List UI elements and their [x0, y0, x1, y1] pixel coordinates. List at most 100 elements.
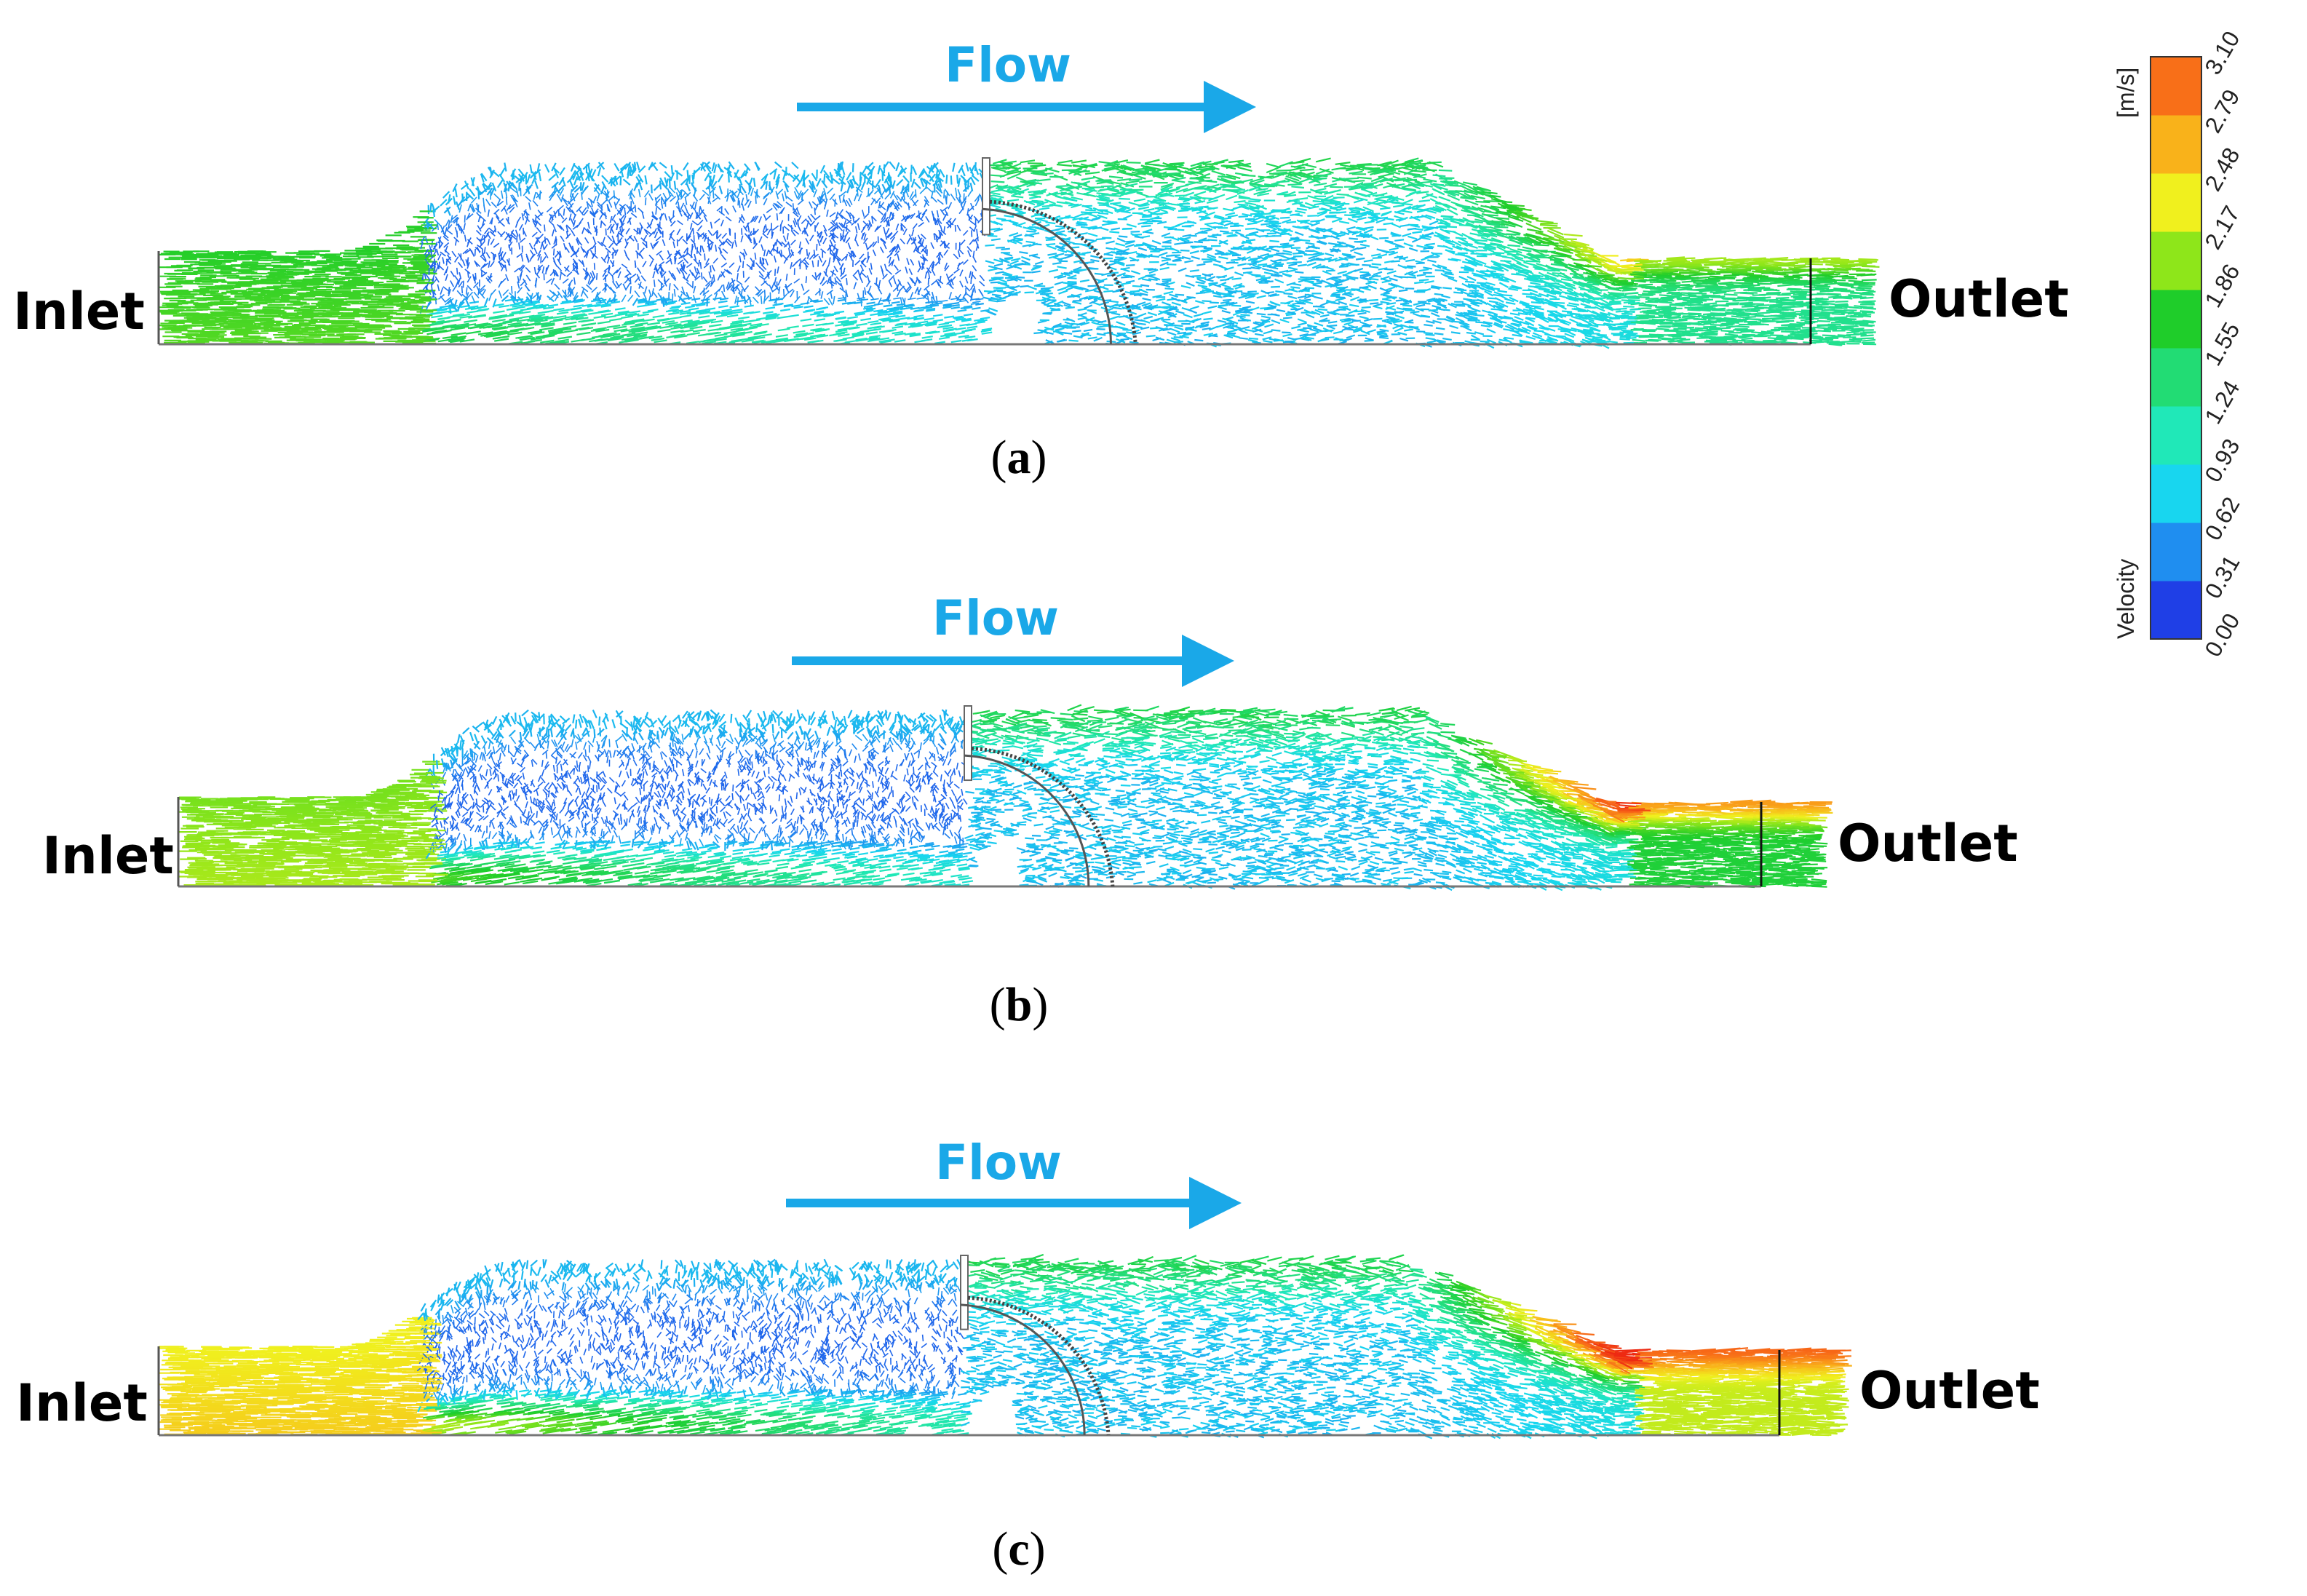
velocity-vector [1171, 329, 1180, 333]
velocity-vector [937, 199, 943, 204]
velocity-vector [1261, 316, 1271, 318]
velocity-vector [784, 236, 787, 242]
velocity-vector [718, 274, 720, 281]
velocity-vector [587, 285, 592, 290]
velocity-vector [944, 190, 945, 198]
velocity-vector [1196, 282, 1205, 283]
velocity-vector [1306, 314, 1314, 318]
velocity-vector [887, 253, 892, 258]
velocity-vector [1174, 325, 1183, 326]
velocity-vector [710, 266, 711, 273]
velocity-vector [525, 196, 531, 202]
velocity-vector [801, 219, 806, 224]
velocity-vector [1063, 302, 1071, 305]
velocity-vector [741, 236, 743, 242]
velocity-vector [588, 164, 589, 173]
velocity-vector [455, 257, 458, 263]
velocity-vector [704, 253, 705, 260]
velocity-vector [931, 242, 934, 249]
velocity-vector [486, 253, 490, 258]
velocity-vector [918, 266, 921, 272]
velocity-vector [870, 329, 881, 330]
velocity-vector [469, 189, 474, 196]
velocity-vector [815, 215, 820, 220]
velocity-vector [1306, 243, 1315, 245]
velocity-vector [684, 258, 688, 263]
velocity-vector [1767, 330, 1780, 331]
velocity-vector [1170, 163, 1185, 164]
velocity-vector [954, 269, 960, 274]
velocity-vector [1423, 268, 1432, 269]
velocity-vector [711, 222, 712, 229]
velocity-vector [563, 322, 576, 325]
velocity-vector [912, 179, 915, 188]
velocity-vector [862, 273, 867, 278]
velocity-vector [1096, 329, 1105, 330]
velocity-vector [651, 338, 664, 341]
velocity-vector [1198, 285, 1207, 287]
velocity-vector [957, 225, 961, 231]
velocity-vector [1190, 251, 1199, 253]
velocity-vector [598, 167, 600, 176]
velocity-vector [626, 229, 630, 234]
velocity-vector [1721, 330, 1734, 331]
velocity-vector [624, 273, 630, 277]
velocity-vector [810, 235, 814, 241]
velocity-vector [780, 224, 781, 231]
velocity-vector [638, 268, 641, 274]
velocity-vector [1328, 322, 1337, 323]
velocity-vector [494, 339, 509, 341]
velocity-vector [459, 205, 461, 213]
velocity-vector [1494, 227, 1508, 228]
velocity-vector [760, 334, 772, 336]
velocity-vector [1467, 277, 1476, 280]
velocity-vector [994, 263, 1003, 266]
velocity-vector [985, 245, 995, 246]
velocity-vector [456, 188, 457, 197]
velocity-vector [493, 311, 504, 313]
velocity-vector [774, 277, 776, 285]
velocity-vector [564, 209, 565, 216]
velocity-vector [980, 275, 984, 280]
velocity-vector [466, 331, 481, 333]
velocity-vector [1391, 223, 1401, 227]
velocity-vector [500, 222, 505, 227]
velocity-vector [709, 325, 721, 327]
velocity-vector [677, 268, 680, 274]
velocity-vector [1218, 257, 1228, 259]
velocity-vector [1145, 232, 1154, 234]
velocity-vector [896, 224, 898, 231]
velocity-vector [1180, 250, 1190, 251]
velocity-vector [932, 280, 937, 285]
velocity-vector [742, 204, 744, 211]
velocity-vector [1226, 262, 1235, 263]
velocity-vector [1282, 274, 1292, 276]
velocity-vector [1117, 239, 1126, 242]
velocity-vector [639, 189, 640, 197]
velocity-vector [1266, 167, 1280, 173]
velocity-vector [685, 306, 695, 308]
velocity-vector [1276, 170, 1291, 171]
velocity-vector [814, 189, 817, 197]
velocity-vector [651, 243, 653, 250]
velocity-vector [1270, 270, 1279, 274]
velocity-vector [1110, 317, 1119, 319]
velocity-vector [670, 317, 681, 319]
velocity-vector [634, 229, 639, 234]
velocity-vector [1164, 292, 1173, 294]
velocity-vector [601, 314, 613, 316]
velocity-vector [956, 188, 957, 196]
velocity-vector [1247, 223, 1258, 224]
velocity-vector [1234, 201, 1246, 202]
velocity-vector [1071, 161, 1087, 163]
velocity-vector [1258, 264, 1267, 266]
velocity-vector [763, 199, 767, 205]
velocity-vector [670, 196, 676, 202]
velocity-vector [1506, 230, 1520, 234]
velocity-vector [1499, 282, 1508, 287]
velocity-vector [1125, 245, 1134, 247]
velocity-vector [1038, 321, 1047, 323]
velocity-vector [846, 278, 847, 285]
velocity-vector [937, 210, 939, 218]
